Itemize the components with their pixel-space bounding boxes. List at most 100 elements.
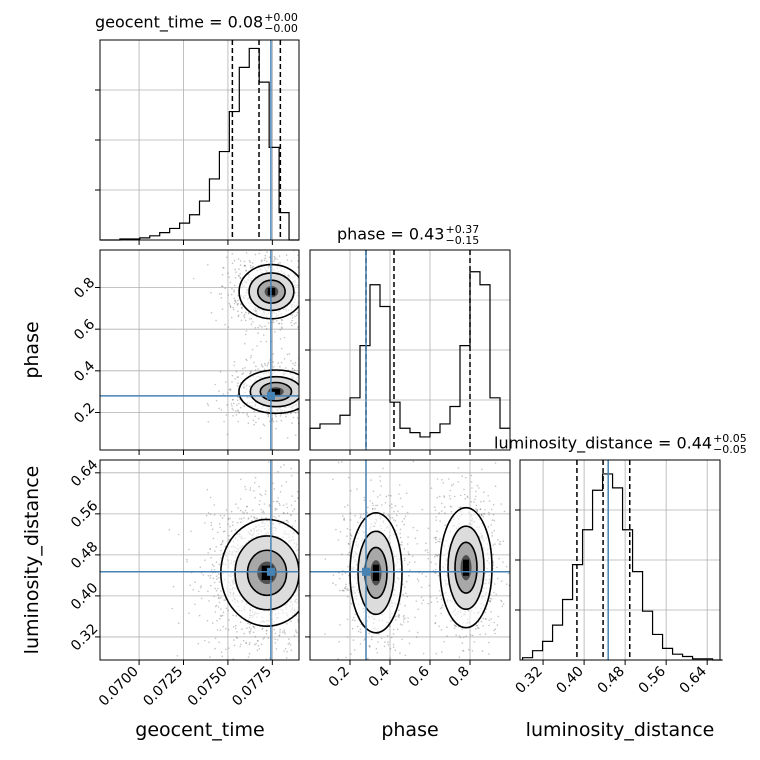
panel-phase-vs-geocent-sample-point <box>263 424 266 427</box>
panel-lumdist-vs-phase-sample-point <box>439 590 441 592</box>
panel-phase-vs-geocent-sample-point <box>257 332 260 334</box>
panel-lumdist-vs-phase-sample-point <box>392 646 395 648</box>
panel-phase-vs-geocent-sample-point <box>300 385 302 387</box>
panel-lumdist-vs-phase-sample-point <box>443 495 445 497</box>
panel-lumdist-vs-phase-sample-point <box>470 500 473 503</box>
panel-lumdist-vs-phase-sample-point <box>428 584 431 587</box>
panel-lumdist-vs-phase-sample-point <box>370 479 373 481</box>
panel-lumdist-vs-phase-sample-point <box>497 539 499 541</box>
panel-lumdist-vs-phase-sample-point <box>488 624 490 627</box>
panel-lumdist-vs-geocent-sample-point <box>285 481 288 483</box>
panel-lumdist-vs-phase-sample-point <box>344 587 346 589</box>
panel-phase-vs-geocent-sample-point <box>303 392 305 394</box>
panel-lumdist-vs-geocent-sample-point <box>256 517 259 520</box>
panel-lumdist-vs-phase-sample-point <box>425 575 427 578</box>
panel-lumdist-vs-geocent-sample-point <box>192 588 194 591</box>
panel-lumdist-vs-geocent-sample-point <box>227 517 230 520</box>
panel-lumdist-vs-phase-sample-point <box>363 639 365 641</box>
panel-lumdist-vs-phase-sample-point <box>421 602 423 605</box>
panel-lumdist-vs-phase-sample-point <box>441 479 443 481</box>
panel-lumdist-vs-geocent-sample-point <box>284 632 286 635</box>
panel-phase-vs-geocent-sample-point <box>232 402 235 405</box>
panel-lumdist-vs-phase-sample-point <box>386 634 389 637</box>
panel-lumdist-vs-phase-sample-point <box>404 586 406 588</box>
panel-lumdist-vs-geocent-sample-point <box>200 597 203 600</box>
panel-lumdist-vs-phase-sample-point <box>383 645 386 648</box>
panel-phase-vs-geocent-sample-point <box>276 258 278 260</box>
panel-phase-vs-geocent-sample-point <box>303 276 305 278</box>
panel-lumdist-vs-phase-sample-point <box>401 505 404 508</box>
panel-lumdist-vs-phase-sample-point <box>480 513 483 516</box>
panel-lumdist-vs-geocent-sample-point <box>209 496 212 499</box>
panel-phase-vs-geocent-sample-point <box>260 246 262 248</box>
panel-phase-vs-geocent-sample-point <box>240 311 243 314</box>
panel-phase-vs-geocent-sample-point <box>237 299 239 302</box>
panel-phase-vs-geocent-sample-point <box>291 368 294 370</box>
panel-lumdist-vs-phase-sample-point <box>401 624 403 626</box>
panel-lumdist-vs-geocent-sample-point <box>296 631 298 634</box>
panel-phase-vs-geocent-sample-point <box>305 276 307 278</box>
panel-lumdist-vs-phase-sample-point <box>324 558 327 560</box>
panel-phase-vs-geocent-sample-point <box>268 256 271 259</box>
panel-lumdist-vs-phase-sample-point <box>372 508 374 510</box>
panel-phase-vs-geocent-sample-point <box>301 284 303 286</box>
panel-phase-vs-geocent-sample-point <box>243 264 246 267</box>
panel-lumdist-vs-geocent-sample-point <box>248 517 250 519</box>
panel-phase-vs-geocent-sample-point <box>307 403 309 405</box>
panel-lumdist-vs-phase-sample-point <box>357 521 359 524</box>
panel-phase-vs-geocent-frame <box>99 249 300 451</box>
panel-phase-vs-geocent-sample-point <box>240 244 242 246</box>
panel-lumdist-vs-phase-sample-point <box>394 649 397 651</box>
panel-lumdist-vs-geocent-sample-point <box>288 638 290 640</box>
panel-lumdist-vs-geocent-sample-point <box>199 566 202 569</box>
panel-lumdist-vs-phase-sample-point <box>346 589 348 591</box>
panel-lumdist-vs-geocent-sample-point <box>254 477 257 479</box>
panel-lumdist-vs-geocent-sample-point <box>272 482 274 485</box>
panel-lumdist-vs-geocent-sample-point <box>257 640 259 642</box>
panel-lumdist-vs-geocent-sample-point <box>267 637 270 639</box>
panel-lumdist-vs-phase-sample-point <box>475 504 478 507</box>
panel-phase-vs-geocent-sample-point <box>245 252 248 254</box>
panel-phase-vs-geocent-sample-point <box>233 361 236 363</box>
panel-lumdist-vs-phase-sample-point <box>434 555 436 558</box>
panel-lumdist-vs-phase-sample-point <box>415 600 418 602</box>
panel-lumdist-vs-geocent-sample-point <box>224 599 227 601</box>
panel-lumdist-vs-phase-sample-point <box>434 509 437 512</box>
panel-lumdist-vs-phase-sample-point <box>441 606 443 609</box>
panel-lumdist-vs-phase-sample-point <box>438 540 441 543</box>
panel-lumdist-vs-phase-sample-point <box>388 504 391 507</box>
panel-phase-vs-geocent-sample-point <box>304 278 306 280</box>
panel-lumdist-vs-geocent-sample-point <box>246 505 248 508</box>
panel-phase-vs-geocent-sample-point <box>261 365 263 367</box>
panel-phase-vs-geocent-sample-point <box>302 372 304 374</box>
panel-phase-vs-geocent-sample-point <box>244 367 246 369</box>
panel-lumdist-vs-geocent-sample-point <box>294 500 296 503</box>
panel-lumdist-vs-phase-sample-point <box>399 623 402 625</box>
panel-lumdist-vs-phase-sample-point <box>427 551 429 554</box>
panel-lumdist-vs-phase-sample-point <box>370 638 373 641</box>
panel-lumdist-vs-geocent-sample-point <box>214 605 217 608</box>
panel-lumdist-vs-geocent-sample-point <box>278 515 280 517</box>
panel-lumdist-vs-phase-sample-point <box>406 511 409 514</box>
panel-phase-vs-geocent-sample-point <box>252 265 254 268</box>
panel-lumdist-vs-phase-sample-point <box>476 624 479 627</box>
panel-lumdist-vs-geocent-sample-point <box>227 647 230 649</box>
panel-lumdist-vs-geocent-sample-point <box>250 515 253 518</box>
panel-lumdist-vs-phase-sample-point <box>371 502 374 505</box>
panel-lumdist-vs-geocent-sample-point <box>188 612 190 614</box>
panel-lumdist-vs-phase-sample-point <box>500 580 503 582</box>
panel-phase-vs-geocent-sample-point <box>250 354 253 357</box>
panel-lumdist-vs-geocent-sample-point <box>252 625 255 628</box>
panel-lumdist-vs-phase-sample-point <box>408 553 411 556</box>
panel-lumdist-vs-geocent-sample-point <box>272 500 275 503</box>
panel-lumdist-vs-geocent-sample-point <box>260 643 263 646</box>
panel-phase-vs-geocent-sample-point <box>229 304 231 307</box>
panel-lumdist-vs-geocent-sample-point <box>214 637 217 640</box>
panel-lumdist-vs-phase-sample-point <box>493 519 496 522</box>
panel-lumdist-vs-phase-sample-point <box>346 618 349 621</box>
panel-phase-vs-geocent-sample-point <box>307 390 309 392</box>
panel-phase-vs-geocent-sample-point <box>266 364 269 367</box>
panel-lumdist-vs-phase-sample-point <box>476 510 479 512</box>
panel-phase-vs-geocent-sample-point <box>301 393 303 395</box>
